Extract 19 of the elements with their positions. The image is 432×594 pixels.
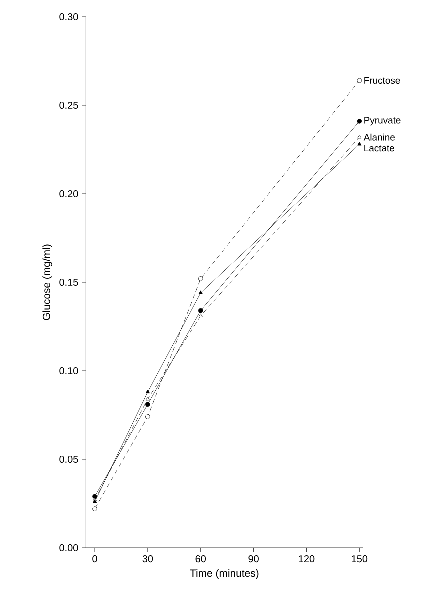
x-tick-label: 120 — [299, 556, 315, 563]
x-tick-label: 60 — [196, 556, 206, 563]
y-tick-label: 0.20 — [60, 190, 78, 198]
series-label: Alanine — [364, 134, 395, 141]
y-tick-label: 0.00 — [60, 544, 78, 552]
y-axis-title: Glucose (mg/ml) — [42, 244, 52, 320]
x-tick-label: 0 — [92, 556, 98, 563]
y-tick-label: 0.30 — [60, 13, 78, 21]
series-label: Pyruvate — [364, 117, 401, 126]
y-tick-label: 0.25 — [60, 102, 78, 110]
x-tick-label: 90 — [248, 556, 259, 563]
x-tick-label: 30 — [142, 556, 154, 563]
series-label: Fructose — [364, 77, 400, 84]
x-axis-title: Time (minutes) — [190, 569, 259, 580]
y-tick-label: 0.10 — [60, 367, 78, 375]
y-tick-label: 0.05 — [60, 456, 78, 464]
x-tick-label: 150 — [352, 556, 368, 563]
y-tick-label: 0.15 — [60, 278, 78, 286]
series-label: Lactate — [364, 145, 394, 152]
